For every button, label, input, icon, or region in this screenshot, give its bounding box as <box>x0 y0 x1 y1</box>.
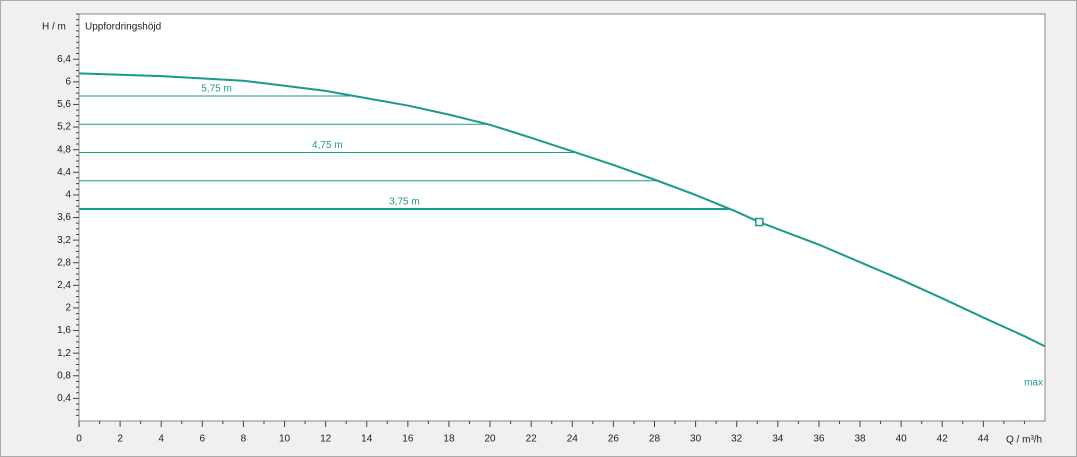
x-tick-label: 34 <box>772 434 784 445</box>
y-tick-label: 2 <box>65 303 71 314</box>
x-tick-label: 42 <box>937 434 949 445</box>
y-tick-label: 4,4 <box>57 167 71 178</box>
y-tick-label: 3,6 <box>57 212 71 223</box>
y-tick-label: 0,4 <box>57 393 71 404</box>
y-tick-label: 0,8 <box>57 370 71 381</box>
x-tick-label: 28 <box>649 434 661 445</box>
x-tick-label: 44 <box>978 434 990 445</box>
level-label: 5,75 m <box>201 84 232 95</box>
x-tick-label: 20 <box>485 434 497 445</box>
y-tick-label: 5,2 <box>57 122 71 133</box>
x-tick-label: 10 <box>279 434 291 445</box>
y-tick-label: 5,6 <box>57 99 71 110</box>
x-tick-label: 2 <box>117 434 123 445</box>
y-tick-label: 4 <box>65 190 71 201</box>
x-tick-label: 38 <box>854 434 866 445</box>
subtitle: Uppfordringshöjd <box>85 22 161 33</box>
y-tick-label: 6 <box>65 76 71 87</box>
x-tick-label: 12 <box>320 434 332 445</box>
x-tick-label: 18 <box>443 434 455 445</box>
y-axis-label: H / m <box>42 22 66 33</box>
x-tick-label: 6 <box>200 434 206 445</box>
x-tick-label: 24 <box>567 434 579 445</box>
x-tick-label: 16 <box>402 434 414 445</box>
curve <box>78 72 1046 348</box>
x-tick-label: 14 <box>361 434 373 445</box>
x-tick-label: 22 <box>526 434 538 445</box>
curve-label: max <box>1024 378 1043 389</box>
y-tick-label: 2,8 <box>57 257 71 268</box>
level-label: 4,75 m <box>312 140 343 151</box>
x-tick-label: 32 <box>731 434 743 445</box>
y-tick-label: 3,2 <box>57 235 71 246</box>
y-tick-label: 4,8 <box>57 144 71 155</box>
x-tick-label: 8 <box>241 434 247 445</box>
x-tick-label: 30 <box>690 434 702 445</box>
operating-point <box>755 217 764 227</box>
x-tick-label: 4 <box>158 434 164 445</box>
x-tick-label: 0 <box>76 434 82 445</box>
x-tick-label: 26 <box>608 434 620 445</box>
y-tick-label: 2,4 <box>57 280 71 291</box>
x-axis-label: Q / m³/h <box>1006 435 1042 446</box>
y-tick-label: 1,6 <box>57 325 71 336</box>
x-tick-label: 40 <box>896 434 908 445</box>
y-tick-label: 1,2 <box>57 348 71 359</box>
plot-area <box>78 13 1046 422</box>
y-tick-label: 6,4 <box>57 54 71 65</box>
level-label: 3,75 m <box>389 197 420 208</box>
x-tick-label: 36 <box>813 434 825 445</box>
